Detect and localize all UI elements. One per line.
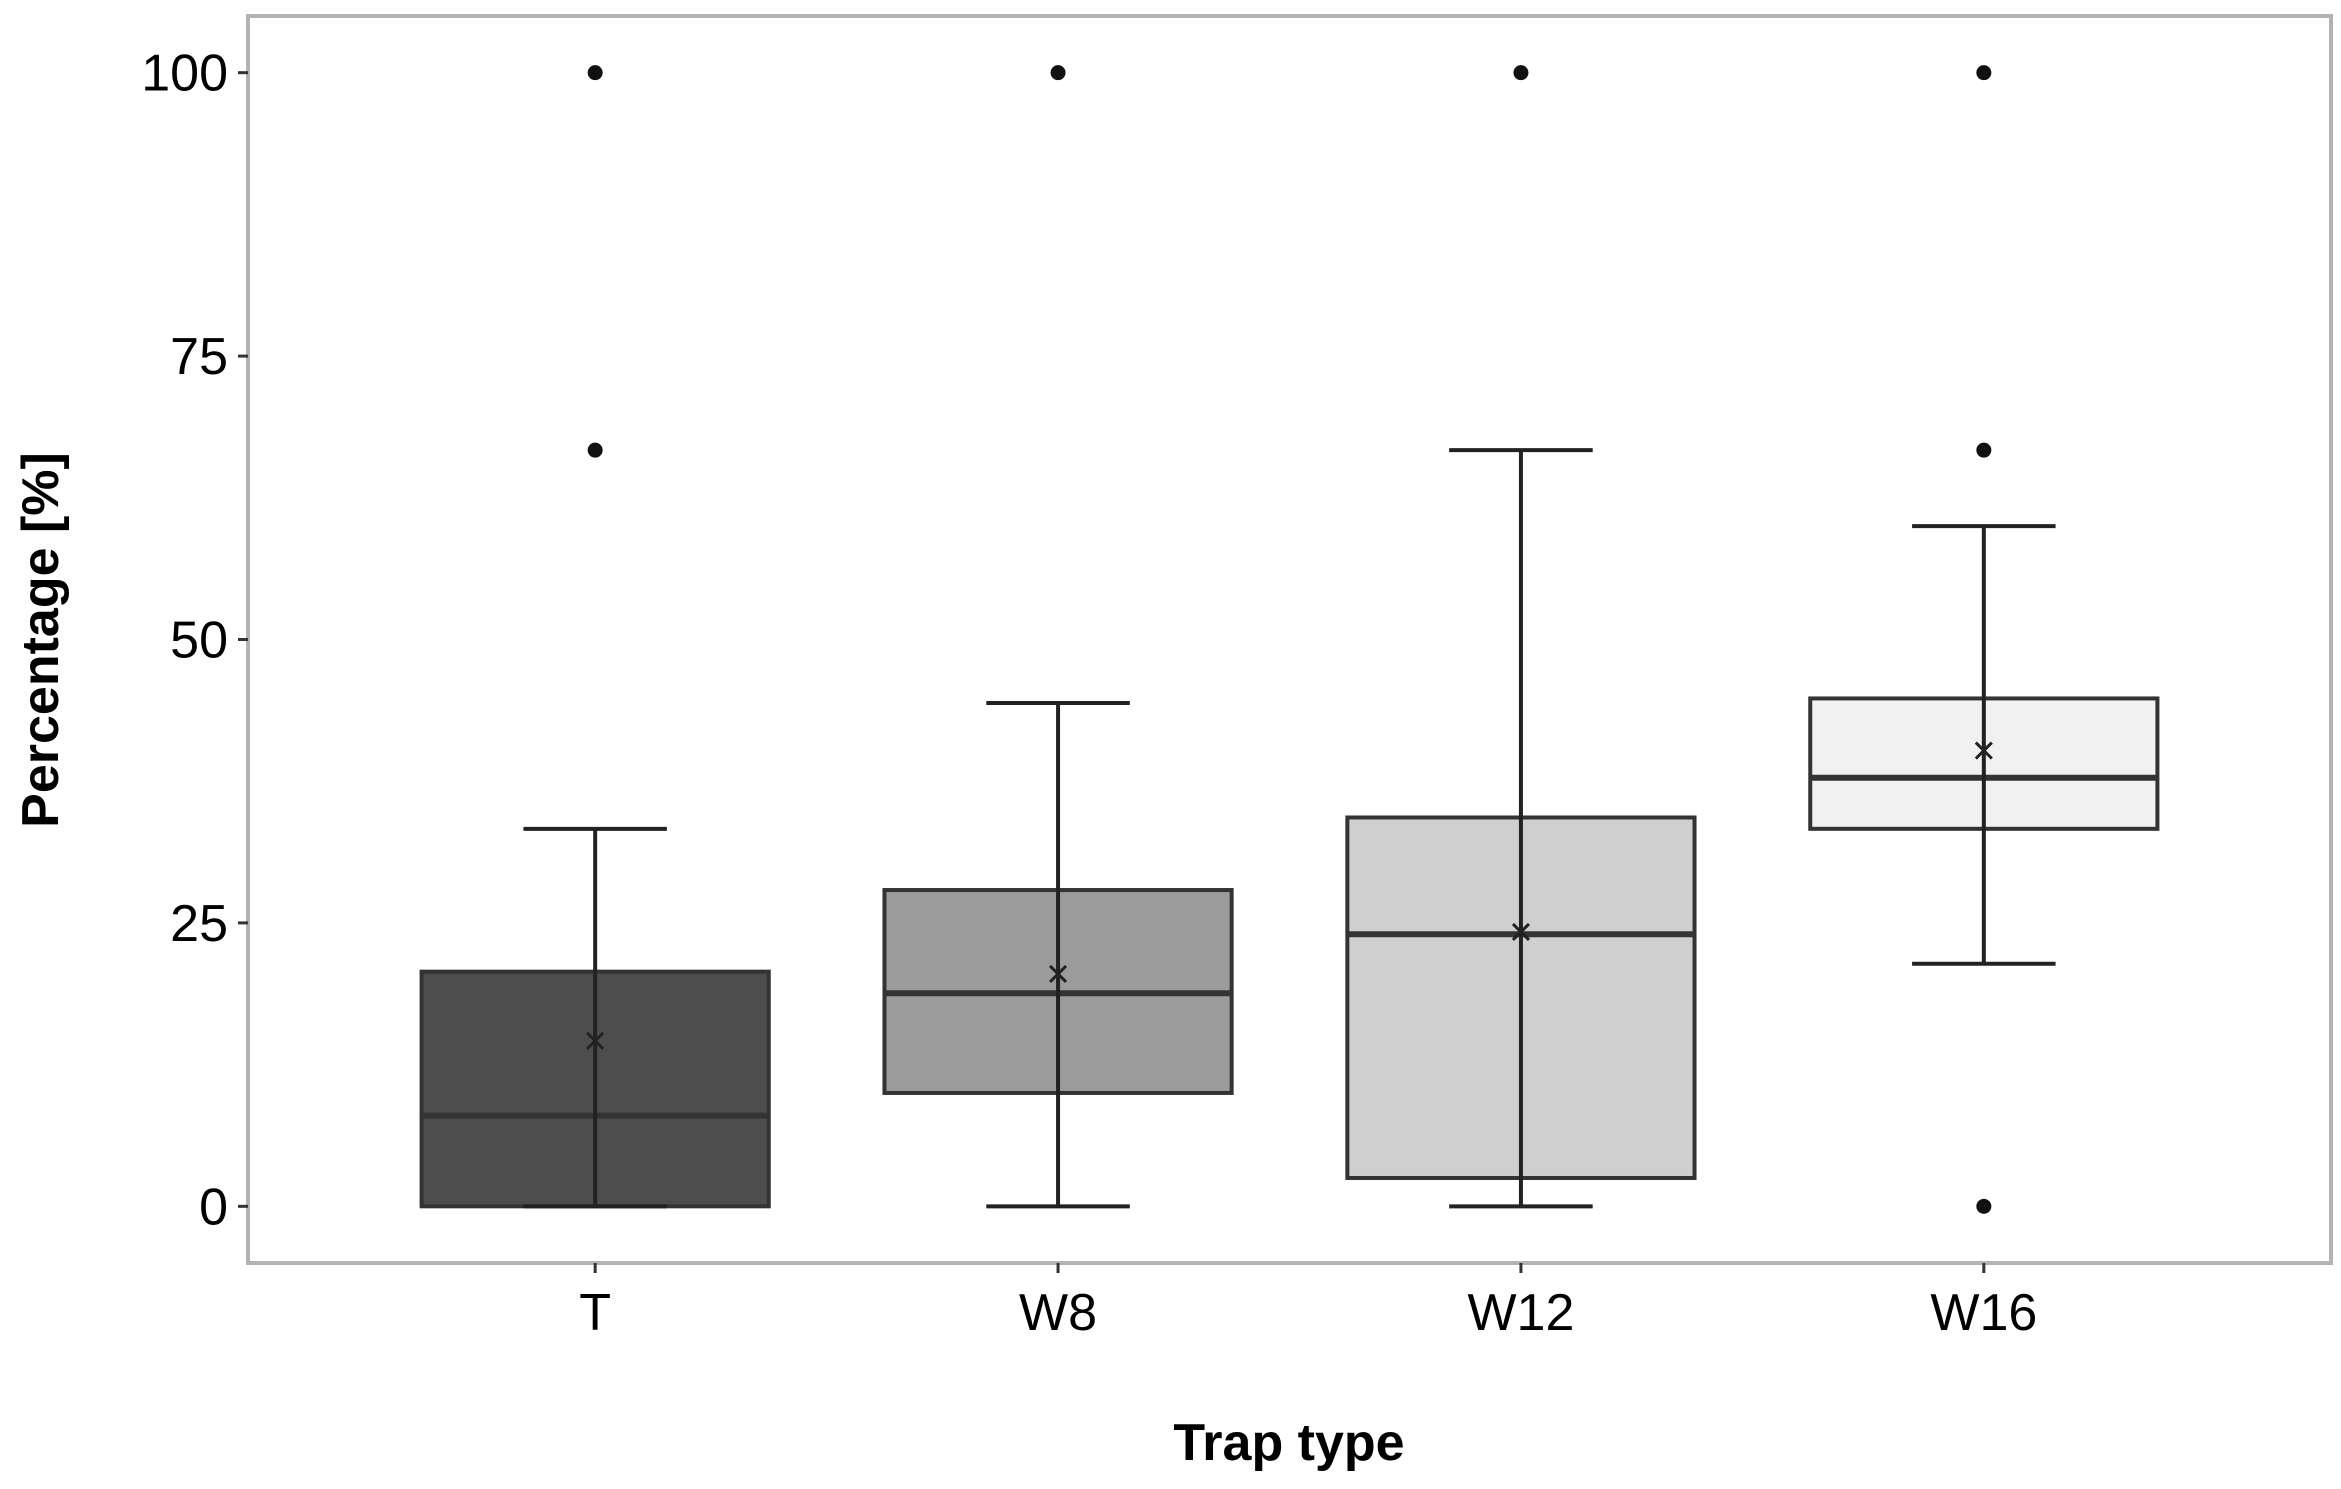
- x-tick-label: T: [579, 1284, 611, 1342]
- outlier-point: [1050, 65, 1066, 81]
- y-tick-label: 50: [170, 612, 228, 670]
- y-axis-title: Percentage [%]: [12, 452, 70, 828]
- x-axis-title: Trap type: [1173, 1414, 1404, 1472]
- mean-marker: [1048, 964, 1068, 983]
- y-tick-label: 75: [170, 328, 228, 386]
- y-axis: 0 25 50 75 100: [141, 45, 248, 1236]
- box-W16: [1808, 65, 2160, 1214]
- box-T: [419, 65, 771, 1209]
- mean-marker: [1511, 922, 1531, 942]
- y-tick-label: 100: [141, 45, 228, 103]
- outlier-point: [1976, 1198, 1992, 1214]
- mean-marker: [1974, 741, 1993, 760]
- boxes-layer: [419, 65, 2160, 1214]
- y-tick-label: 0: [199, 1178, 228, 1236]
- outlier-point: [1976, 65, 1992, 81]
- outlier-point: [1513, 65, 1529, 81]
- x-tick-label: W16: [1930, 1284, 2037, 1342]
- x-tick-label: W8: [1019, 1284, 1097, 1342]
- x-axis: T W8 W12 W16: [579, 1263, 2037, 1342]
- box-W8: [882, 65, 1234, 1209]
- box-W12: [1345, 65, 1697, 1209]
- outlier-point: [1976, 442, 1992, 458]
- outlier-point: [587, 442, 603, 458]
- y-tick-label: 25: [170, 895, 228, 953]
- x-tick-label: W12: [1467, 1284, 1574, 1342]
- outlier-point: [587, 65, 603, 81]
- mean-marker: [586, 1031, 605, 1050]
